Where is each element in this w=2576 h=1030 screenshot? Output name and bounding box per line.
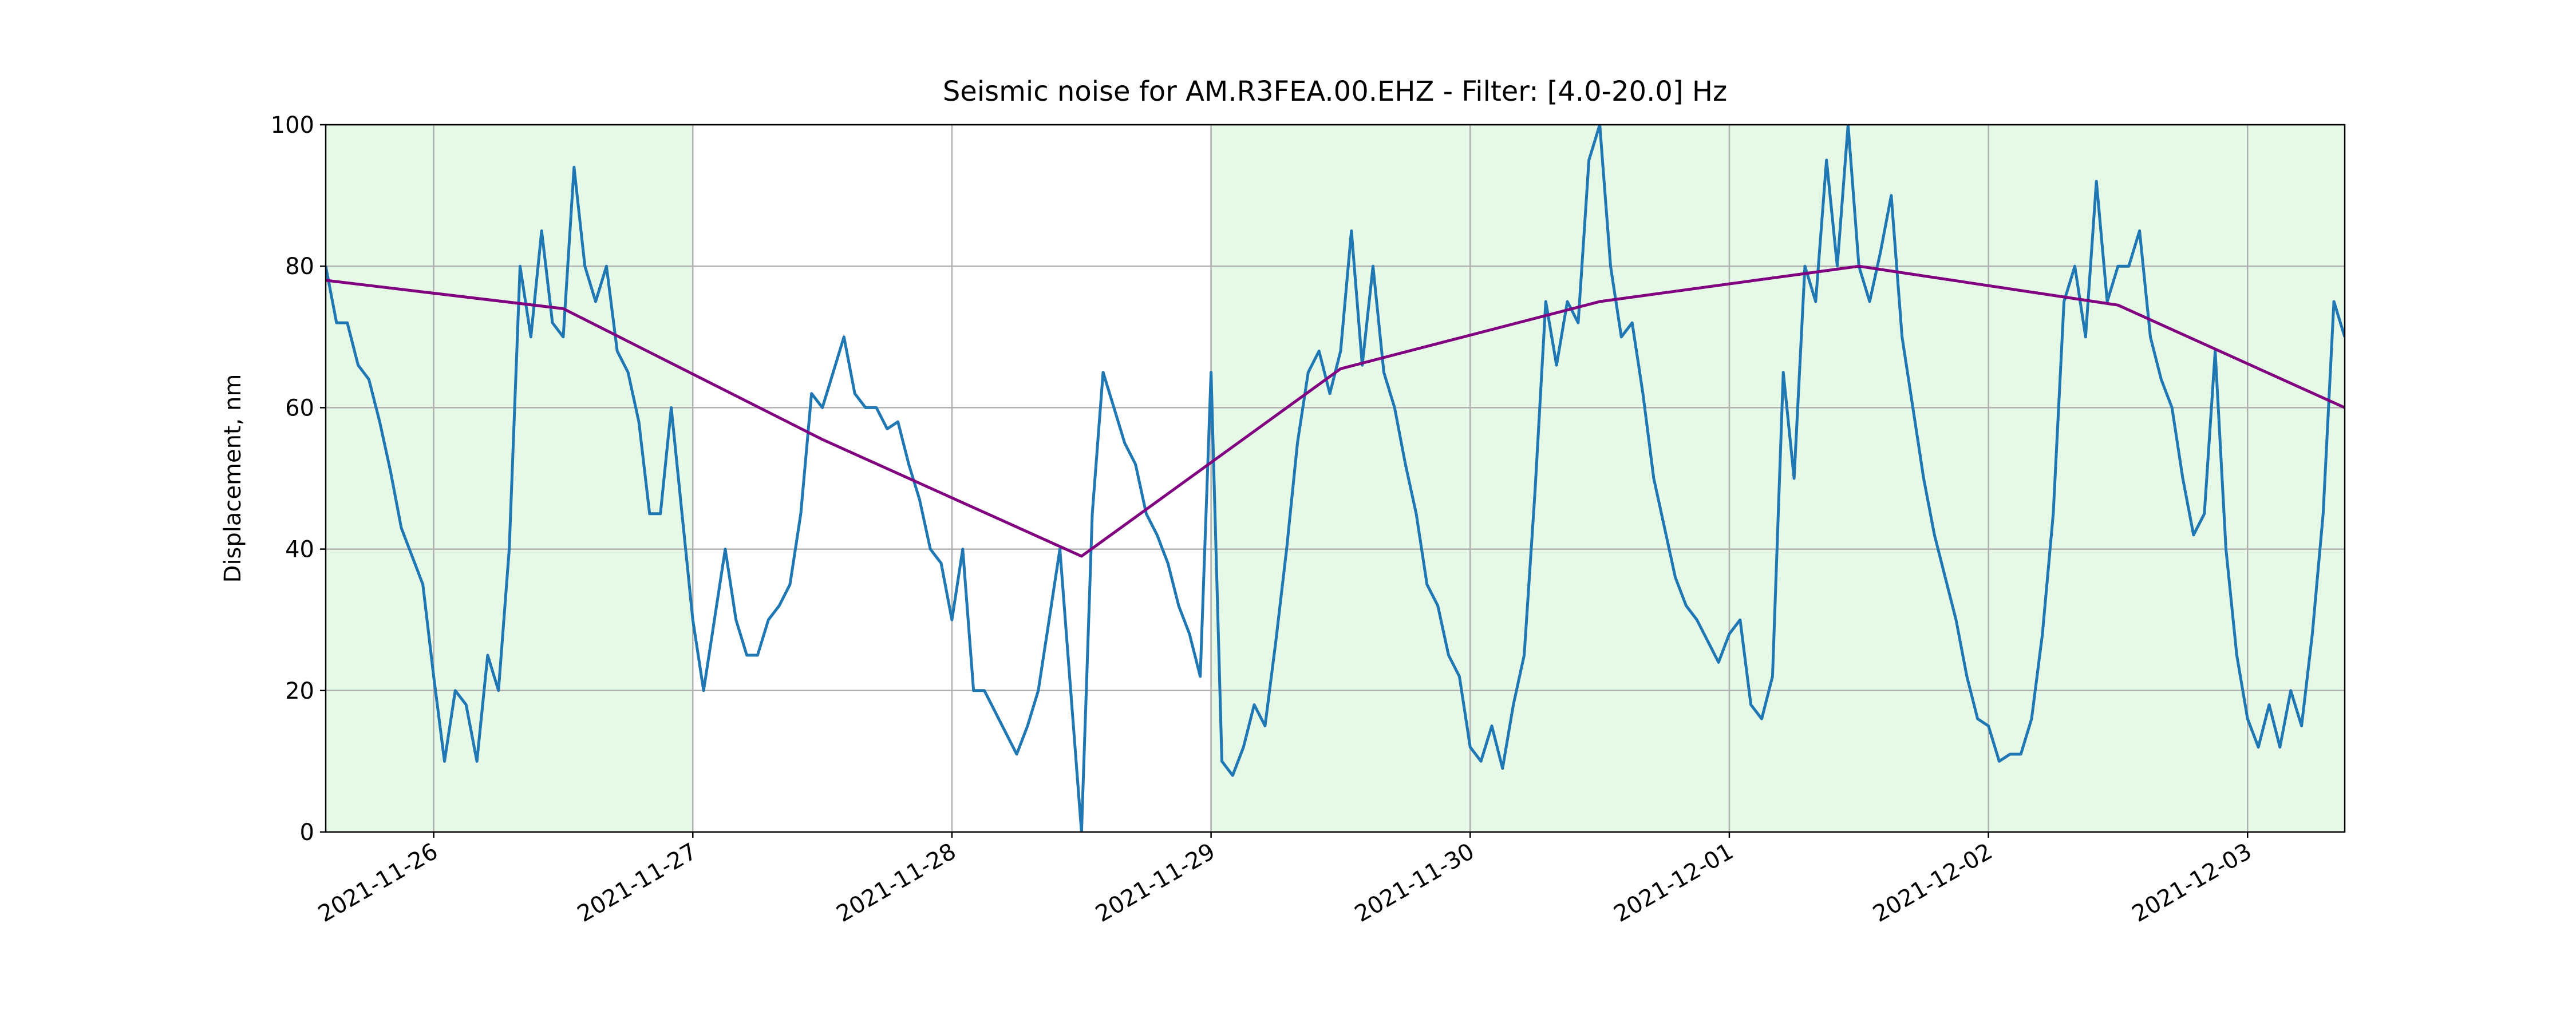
y-tick-label: 80 xyxy=(285,253,314,280)
x-tick-label: 2021-11-29 xyxy=(1091,838,1219,928)
y-tick-label: 60 xyxy=(285,395,314,421)
plot-background xyxy=(326,125,2345,832)
series-line xyxy=(326,264,2345,558)
x-tick-label: 2021-12-03 xyxy=(2128,838,2256,928)
x-tick-label: 2021-11-30 xyxy=(1350,838,1479,928)
y-tick-label: 40 xyxy=(285,537,314,563)
y-axis-label: Displacement, nm xyxy=(220,374,246,583)
x-tick-label: 2021-12-02 xyxy=(1868,838,1997,928)
shaded-span xyxy=(326,125,693,832)
x-tick-label: 2021-12-01 xyxy=(1610,838,1738,928)
axes-frame xyxy=(325,124,2346,833)
chart-title: Seismic noise for AM.R3FEA.00.EHZ - Filt… xyxy=(943,76,1727,108)
y-tick-label: 0 xyxy=(300,819,314,846)
y-tick-label: 20 xyxy=(285,678,314,704)
x-tick-label: 2021-11-26 xyxy=(314,838,442,928)
shaded-span xyxy=(1211,125,2345,832)
y-tick-label: 100 xyxy=(271,112,314,138)
x-tick-label: 2021-11-28 xyxy=(832,838,961,928)
x-tick-label: 2021-11-27 xyxy=(573,838,701,928)
plot-marks xyxy=(326,125,2345,832)
